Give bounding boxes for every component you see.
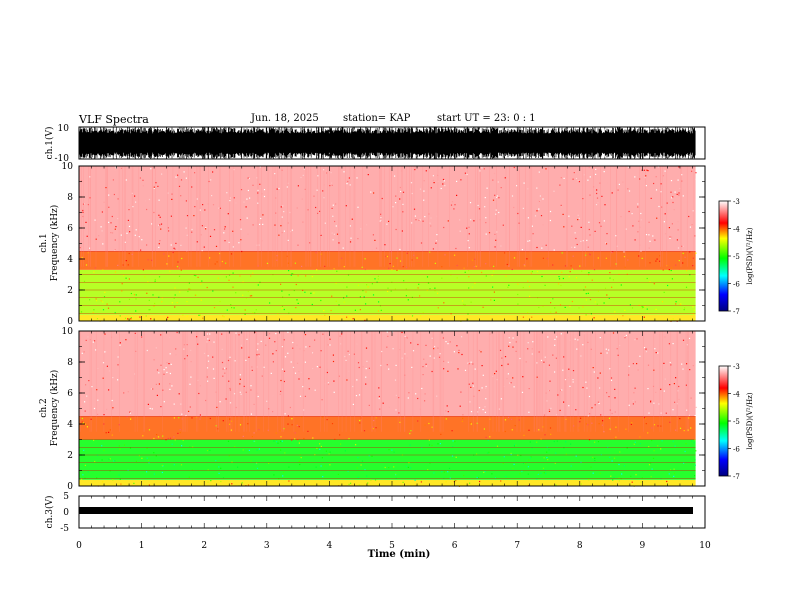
time-axis-labels: 0 1 2 3 4 5 6 7 8 9 10 xyxy=(76,541,711,551)
colorbar-tick-label: -4 xyxy=(733,226,740,234)
ch1-waveform-line xyxy=(78,127,696,159)
time-tick-label: 9 xyxy=(640,541,646,551)
spectrogram-band xyxy=(79,331,696,417)
time-tick-label: 5 xyxy=(389,541,395,551)
ch1-spectrogram-image xyxy=(79,166,705,322)
time-tick-label: 0 xyxy=(76,541,82,551)
colorbar-tick-label: -6 xyxy=(733,281,740,289)
colorbar-tick-label: -5 xyxy=(733,418,740,426)
colorbar-tick-label: -3 xyxy=(733,198,740,206)
ch1-colorbar-label: log(PSD)(V²/Hz) xyxy=(746,227,754,284)
ch2-freq-ticks: 0 2 4 6 8 10 xyxy=(62,327,705,492)
ch2-ylabel-frequency: Frequency (kHz) xyxy=(49,370,60,447)
freq-tick-label: 0 xyxy=(67,317,73,327)
ch1-colorbar-ticks: -3 -4 -5 -6 -7 xyxy=(728,198,740,316)
ch1-ylabel: ch.1(V) xyxy=(44,127,55,160)
freq-tick-label: 8 xyxy=(67,358,73,368)
ch3-ytick-mid: 0 xyxy=(63,508,69,518)
ch1-colorbar: -3 -4 -5 -6 -7 log(PSD)(V²/Hz) xyxy=(718,198,754,316)
freq-tick-label: 10 xyxy=(62,162,74,172)
ch3-ytick-bottom: -5 xyxy=(60,524,69,534)
ch1-ytick-top: 10 xyxy=(58,124,70,134)
ch1-ytick-bottom: -10 xyxy=(55,154,70,164)
freq-tick-label: 4 xyxy=(67,420,73,430)
colorbar-tick-label: -4 xyxy=(733,391,740,399)
freq-tick-label: 2 xyxy=(67,286,73,296)
spectrogram-band xyxy=(79,269,696,315)
spectrogram-band xyxy=(79,439,696,480)
chart-title: VLF Spectra xyxy=(79,113,149,126)
freq-tick-label: 8 xyxy=(67,193,73,203)
time-tick-label: 10 xyxy=(699,541,711,551)
ch1-waveform-trace xyxy=(78,127,696,159)
time-tick-label: 7 xyxy=(514,541,520,551)
ch2-spectrogram-image xyxy=(79,331,705,487)
ch1-waveform-panel: 10 -10 ch.1(V) xyxy=(44,124,706,164)
ch2-spectrogram-panel: 0 2 4 6 8 10 ch.2 Frequency (kHz) xyxy=(39,327,706,492)
colorbar-tick-label: -6 xyxy=(733,446,740,454)
start-time-label: start UT = 23: 0 : 1 xyxy=(437,113,536,124)
ch3-ytick-top: 5 xyxy=(63,492,69,502)
freq-tick-label: 6 xyxy=(67,224,73,234)
colorbar-tick-label: -3 xyxy=(733,363,740,371)
time-tick-label: 8 xyxy=(577,541,583,551)
spectrogram-band xyxy=(79,416,696,440)
station-label: station= KAP xyxy=(343,113,411,124)
time-tick-label: 1 xyxy=(139,541,145,551)
spectrogram-band xyxy=(79,314,696,321)
ch2-ylabel-channel: ch.2 xyxy=(39,398,49,417)
spectrogram-band xyxy=(79,479,696,486)
colorbar-tick-label: -5 xyxy=(733,253,740,261)
ch2-colorbar-label: log(PSD)(V²/Hz) xyxy=(746,392,754,449)
time-tick-label: 4 xyxy=(327,541,333,551)
time-axis-label: Time (min) xyxy=(368,549,431,560)
ch1-colorbar-gradient xyxy=(718,200,729,312)
time-tick-label: 2 xyxy=(201,541,207,551)
ch1-ylabel-frequency: Frequency (kHz) xyxy=(49,205,60,282)
freq-tick-label: 2 xyxy=(67,451,73,461)
time-tick-label: 6 xyxy=(452,541,458,551)
colorbar-tick-label: -7 xyxy=(733,473,740,481)
ch3-ylabel: ch.3(V) xyxy=(44,496,55,529)
colorbar-tick-label: -7 xyxy=(733,308,740,316)
spectrogram-band xyxy=(79,166,696,252)
freq-tick-label: 6 xyxy=(67,389,73,399)
ch3-waveform-panel: 5 0 -5 ch.3(V) xyxy=(44,492,706,534)
time-axis-ticks xyxy=(78,127,706,528)
freq-tick-label: 4 xyxy=(67,255,73,265)
spectrogram-band xyxy=(79,251,696,270)
ch2-colorbar-ticks: -3 -4 -5 -6 -7 xyxy=(728,363,740,481)
freq-tick-label: 0 xyxy=(67,482,73,492)
ch1-ylabel-channel: ch.1 xyxy=(39,233,49,252)
ch1-spectrogram-panel: 0 2 4 6 8 10 ch.1 Frequency (kHz) xyxy=(39,162,706,327)
ch1-freq-ticks: 0 2 4 6 8 10 xyxy=(62,162,705,327)
freq-tick-label: 10 xyxy=(62,327,74,337)
ch2-colorbar: -3 -4 -5 -6 -7 log(PSD)(V²/Hz) xyxy=(718,363,754,481)
time-tick-label: 3 xyxy=(264,541,270,551)
ch2-colorbar-gradient xyxy=(718,365,729,477)
ch3-waveform-trace xyxy=(79,507,693,514)
date-label: Jun. 18, 2025 xyxy=(251,113,319,124)
